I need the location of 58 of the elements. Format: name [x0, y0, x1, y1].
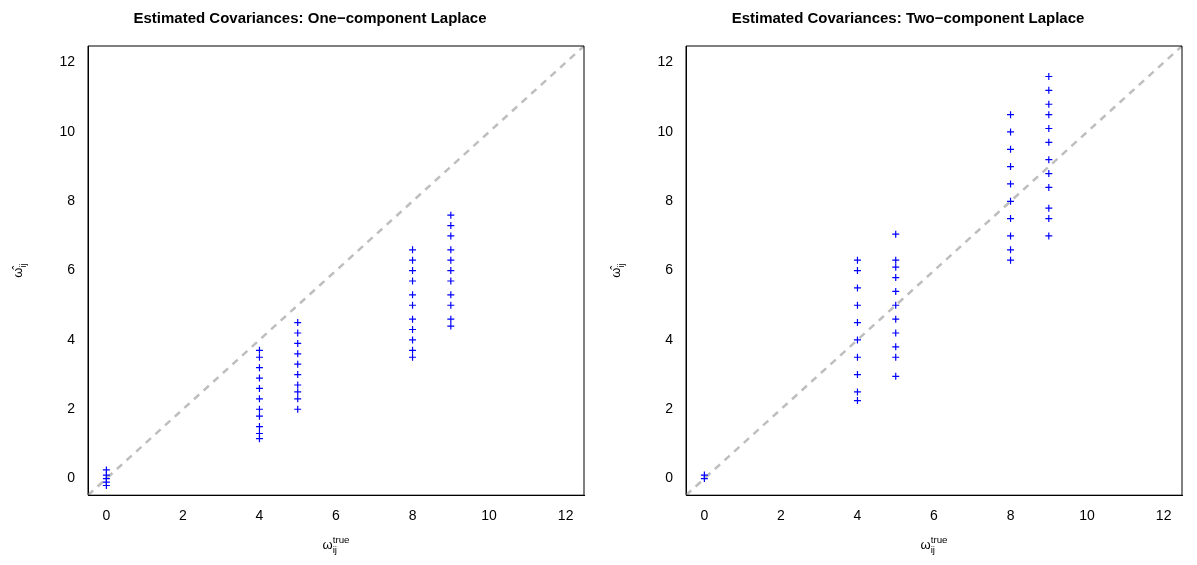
x-tick-label: 6: [332, 507, 341, 524]
point: [1006, 179, 1015, 189]
point: [891, 315, 900, 324]
y-tick-label: 12: [657, 53, 674, 70]
point: [1006, 127, 1015, 137]
y-tick-label: 0: [665, 469, 674, 486]
x-tick-label: 6: [930, 507, 939, 524]
x-tick-label: 10: [481, 507, 498, 524]
point: [446, 276, 455, 286]
y-tick-label: 4: [67, 330, 76, 347]
point: [446, 315, 455, 324]
point: [446, 211, 455, 220]
x-tick-label: 2: [777, 507, 786, 524]
point: [1006, 231, 1015, 241]
y-axis-title: ω̂ij: [608, 263, 626, 278]
chart-title: Estimated Covariances: Two−component Laplace: [731, 9, 1085, 27]
point: [853, 335, 862, 345]
y-axis-title: ω̂ij: [10, 263, 28, 278]
chart-title: Estimated Covariances: One−component Laplace: [133, 9, 487, 27]
x-tick-label: 8: [408, 507, 417, 524]
y-tick-label: 12: [59, 53, 76, 70]
point: [408, 335, 417, 345]
x-tick-label: 4: [255, 507, 264, 524]
y-tick-label: 2: [67, 400, 76, 417]
x-tick-label: 4: [853, 507, 862, 524]
y-tick-label: 6: [67, 261, 76, 278]
y-tick-label: 10: [59, 122, 76, 139]
y-tick-label: 2: [665, 400, 674, 417]
y-tick-label: 8: [67, 192, 76, 209]
point: [293, 380, 302, 390]
point: [446, 290, 455, 299]
point: [293, 387, 302, 397]
point: [408, 290, 417, 299]
x-tick-label: 10: [1079, 507, 1096, 524]
x-tick-label: 2: [179, 507, 188, 524]
point: [891, 342, 900, 351]
y-tick-label: 6: [665, 261, 674, 278]
point: [891, 328, 900, 338]
y-tick-label: 10: [657, 122, 674, 139]
x-tick-label: 12: [1155, 507, 1172, 524]
point: [408, 315, 417, 324]
point: [255, 373, 264, 383]
y-tick-label: 8: [665, 192, 674, 209]
point: [293, 328, 302, 338]
point: [891, 263, 900, 272]
point: [853, 387, 862, 397]
point: [102, 465, 111, 474]
y-tick-label: 4: [665, 330, 674, 347]
x-tick-label: 0: [700, 507, 709, 524]
point: [1044, 231, 1053, 241]
point: [408, 276, 417, 286]
point: [853, 283, 862, 293]
point: [446, 231, 455, 241]
point: [446, 321, 455, 331]
x-tick-label: 8: [1006, 507, 1015, 524]
x-tick-label: 0: [102, 507, 111, 524]
y-tick-label: 0: [67, 469, 76, 486]
x-tick-label: 12: [557, 507, 574, 524]
